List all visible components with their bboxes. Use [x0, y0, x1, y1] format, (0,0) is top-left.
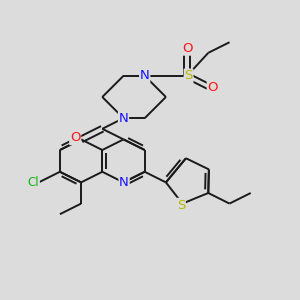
- Text: N: N: [140, 69, 150, 82]
- Text: N: N: [119, 176, 129, 190]
- Text: N: N: [118, 112, 128, 125]
- Text: O: O: [208, 81, 218, 94]
- Text: O: O: [70, 131, 80, 144]
- Text: S: S: [177, 199, 185, 212]
- Text: Cl: Cl: [28, 176, 39, 189]
- Text: O: O: [182, 42, 192, 55]
- Text: S: S: [184, 69, 193, 82]
